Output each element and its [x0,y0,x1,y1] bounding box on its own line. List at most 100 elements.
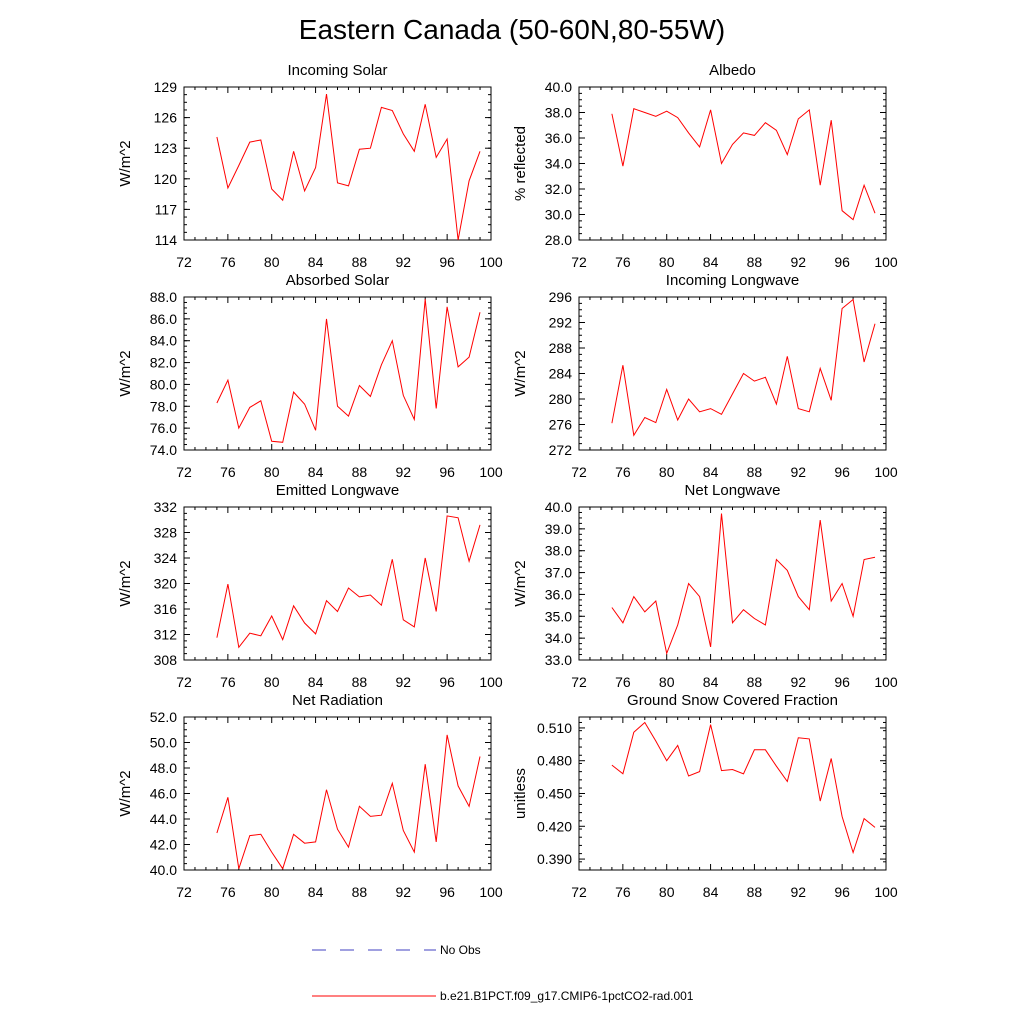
y-tick-label: 280 [549,391,573,407]
y-axis-label: W/m^2 [117,140,134,186]
x-tick-label: 88 [747,254,763,270]
y-tick-label: 76.0 [150,420,177,436]
y-axis-label: % reflected [512,126,529,201]
x-tick-label: 72 [176,674,192,690]
x-tick-label: 84 [308,884,324,900]
panel-ground-snow-covered-fraction: Ground Snow Covered Fraction 72 76 80 84 88 92… [512,692,898,900]
x-tick-label: 88 [352,674,368,690]
panel-title: Incoming Longwave [666,272,799,289]
y-tick-label: 38.0 [545,543,572,559]
series-line [216,734,481,870]
panel-incoming-longwave: Incoming Longwave 72 76 80 84 88 92 96 100 272 276… [512,272,898,480]
x-tick-label: 76 [615,884,631,900]
x-tick-label: 96 [439,884,455,900]
legend: No Obs b.e21.B1PCT.f09_g17.CMIP6-1pctCO2… [312,943,694,1003]
y-tick-label: 46.0 [150,786,177,802]
y-axis-label: W/m^2 [512,350,529,396]
x-tick-label: 88 [352,464,368,480]
y-tick-label: 86.0 [150,311,177,327]
x-tick-label: 76 [615,464,631,480]
y-tick-label: 34.0 [545,630,572,646]
x-tick-label: 80 [264,254,280,270]
x-tick-label: 76 [615,674,631,690]
y-tick-label: 272 [549,442,573,458]
series-line [216,299,481,443]
x-tick-label: 84 [703,884,719,900]
x-tick-label: 76 [220,884,236,900]
y-tick-label: 38.0 [545,105,572,121]
y-tick-label: 40.0 [150,862,177,878]
x-tick-label: 88 [747,674,763,690]
panel-title: Albedo [709,62,756,79]
panel-albedo: Albedo 72 76 80 84 88 92 96 100 28.0 30.0 32.0 34.0 3… [512,62,898,270]
x-tick-label: 100 [479,674,503,690]
panel-emitted-longwave: Emitted Longwave 72 76 80 84 88 92 96 100 308 312 3… [117,482,503,690]
y-tick-label: 292 [549,315,573,331]
legend-label-no-obs: No Obs [440,943,481,957]
y-tick-label: 296 [549,289,573,305]
x-tick-label: 96 [439,464,455,480]
x-tick-label: 88 [747,884,763,900]
y-tick-label: 117 [155,201,178,217]
y-tick-label: 120 [154,171,178,187]
x-tick-label: 76 [615,254,631,270]
y-tick-label: 312 [154,627,178,643]
y-tick-label: 44.0 [150,811,177,827]
y-tick-label: 52.0 [150,709,177,725]
y-tick-label: 42.0 [150,837,177,853]
y-tick-label: 288 [549,340,573,356]
y-tick-label: 129 [154,79,178,95]
x-tick-label: 84 [308,254,324,270]
x-tick-label: 100 [874,884,898,900]
x-tick-label: 96 [834,254,850,270]
y-tick-label: 35.0 [545,608,572,624]
panel-incoming-solar: Incoming Solar 72 76 80 84 88 92 96 100 114 117 120… [117,62,503,270]
series-line [216,94,481,241]
y-tick-label: 40.0 [545,79,572,95]
series-line [611,108,876,221]
y-tick-label: 74.0 [150,442,177,458]
y-tick-label: 0.510 [537,720,572,736]
y-tick-label: 36.0 [545,130,572,146]
x-tick-label: 96 [439,254,455,270]
x-tick-label: 72 [571,254,587,270]
x-tick-label: 80 [264,674,280,690]
x-tick-label: 88 [352,254,368,270]
y-tick-label: 28.0 [545,232,572,248]
x-tick-label: 96 [834,884,850,900]
x-tick-label: 92 [395,884,411,900]
x-tick-label: 92 [395,674,411,690]
legend-label-model: b.e21.B1PCT.f09_g17.CMIP6-1pctCO2-rad.00… [440,989,694,1003]
x-tick-label: 84 [308,674,324,690]
y-tick-label: 332 [154,499,178,515]
plot-frame [183,296,492,451]
y-tick-label: 34.0 [545,156,572,172]
x-tick-label: 80 [659,464,675,480]
x-tick-label: 76 [220,464,236,480]
panel-title: Incoming Solar [287,62,387,79]
x-tick-label: 72 [176,254,192,270]
x-tick-label: 100 [479,254,503,270]
series-line [216,515,481,649]
y-tick-label: 39.0 [545,521,572,537]
panel-title: Emitted Longwave [276,482,399,499]
x-tick-label: 72 [571,884,587,900]
plot-frame [183,716,492,871]
x-tick-label: 80 [659,254,675,270]
y-tick-label: 33.0 [545,652,572,668]
panel-title: Net Radiation [292,692,383,709]
x-tick-label: 76 [220,674,236,690]
page-title: Eastern Canada (50-60N,80-55W) [298,14,726,45]
plot-frame [578,86,887,241]
y-tick-label: 80.0 [150,376,177,392]
x-tick-label: 92 [790,674,806,690]
x-tick-label: 80 [264,464,280,480]
panel-title: Net Longwave [685,482,781,499]
y-tick-label: 0.420 [537,818,572,834]
y-tick-label: 324 [154,550,178,566]
y-tick-label: 48.0 [150,760,177,776]
series-line [611,298,876,437]
y-tick-label: 114 [155,232,178,248]
plot-frame [183,86,492,241]
